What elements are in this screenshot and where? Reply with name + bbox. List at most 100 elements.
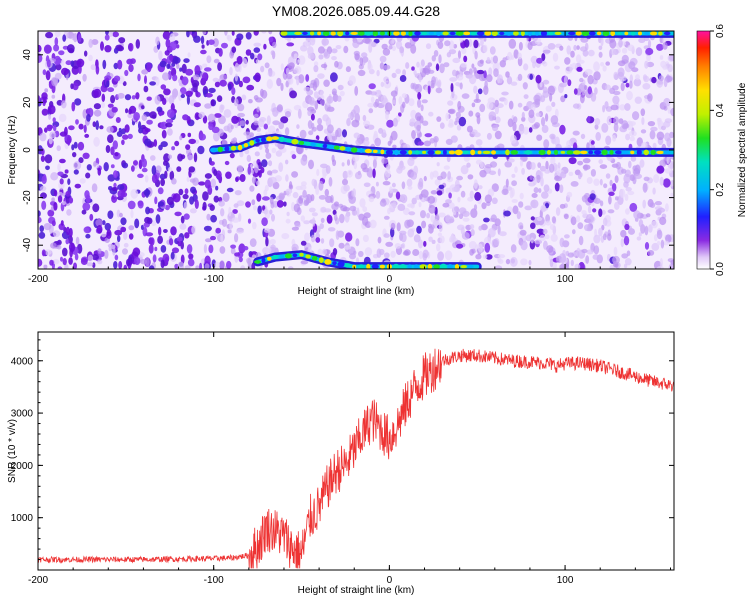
- spectrogram-cell: [162, 31, 171, 40]
- spectrogram-cell: [204, 179, 211, 189]
- spectrogram-cell: [521, 167, 525, 175]
- spectrogram-cell: [483, 217, 490, 223]
- spectrogram-cell: [343, 245, 352, 250]
- spectrogram-cell: [602, 217, 608, 226]
- spectrogram-feature-blob: [455, 31, 464, 36]
- spectrogram-cell: [164, 204, 170, 211]
- spectrogram-cell: [68, 227, 73, 238]
- spectrogram-cell: [234, 62, 241, 72]
- spectrogram-cell: [623, 181, 629, 188]
- spectrogram-cell: [394, 243, 402, 249]
- spectrogram-cell: [663, 121, 671, 128]
- spectrogram-cell: [331, 154, 335, 163]
- spectrogram-cell: [285, 67, 290, 76]
- snr-series-line: [38, 348, 674, 569]
- spectrogram-cell: [604, 101, 609, 110]
- spectrogram-cell: [174, 211, 182, 217]
- spectrogram-cell: [253, 47, 261, 53]
- spectrogram-cell: [317, 117, 322, 125]
- spectrogram-cell: [70, 83, 74, 90]
- spectrogram-cell: [346, 169, 353, 178]
- spectrogram-cell: [475, 254, 482, 260]
- spectrogram-cell: [545, 214, 550, 223]
- spectrogram-cell: [536, 174, 541, 184]
- spectrogram-cell: [57, 163, 61, 172]
- spectrogram-cell: [404, 42, 412, 49]
- spectrogram-cell: [431, 55, 436, 62]
- spectrogram-cell: [401, 93, 408, 99]
- spectrogram-cell: [463, 55, 468, 63]
- spectrogram-cell: [328, 177, 333, 187]
- spectrogram-cell: [576, 247, 581, 258]
- spectrogram-cell: [615, 161, 622, 170]
- spectrogram-cell: [219, 260, 225, 269]
- spectrogram-feature-blob: [217, 146, 223, 153]
- spectrogram-cell: [567, 252, 575, 258]
- spectrogram-cell: [554, 65, 560, 70]
- spectrogram-feature-blob: [470, 31, 477, 36]
- spectrogram-cell: [511, 187, 515, 197]
- spectrogram-cell: [320, 63, 328, 69]
- spectrogram-cell: [342, 178, 348, 186]
- spectrogram-cell: [431, 76, 436, 85]
- spectrogram-cell: [577, 160, 584, 166]
- spectrogram-cell: [230, 124, 234, 130]
- spectrogram-cell: [117, 59, 123, 70]
- spectrogram-cell: [574, 263, 581, 269]
- spectrogram-feature-blob: [518, 150, 524, 155]
- spectrogram-cell: [423, 65, 431, 76]
- spectrogram-feature-blob: [477, 150, 482, 155]
- spectrogram-cell: [468, 110, 474, 117]
- spectrogram-cell: [103, 162, 109, 172]
- spectrogram-cell: [233, 203, 239, 208]
- spectrogram-cell: [341, 162, 345, 167]
- spectrogram-cell: [479, 103, 486, 113]
- spectrogram-cell: [329, 238, 335, 248]
- spectrogram-feature-blob: [322, 143, 328, 149]
- spectrogram-cell: [613, 71, 619, 80]
- spectrogram-cell: [73, 169, 79, 175]
- spectrogram-cell: [41, 249, 46, 257]
- spectrogram-cell: [435, 63, 440, 71]
- spectrogram-cell: [417, 141, 425, 146]
- spectrogram-cell: [50, 172, 59, 181]
- spectrogram-cell: [131, 165, 135, 172]
- spectrogram-cell: [573, 88, 578, 95]
- spectrogram-cell: [369, 91, 378, 96]
- spectrogram-cell: [504, 98, 508, 106]
- spectrogram-cell: [430, 224, 435, 230]
- spectrogram-cell: [391, 72, 397, 79]
- spectrogram-cell: [468, 68, 473, 75]
- spectrogram-cell: [571, 62, 578, 70]
- spectrogram-cell: [447, 202, 455, 209]
- spectrogram-cell: [198, 181, 206, 186]
- spectrogram-cell: [241, 94, 247, 101]
- spectrogram-cell: [494, 265, 503, 269]
- spectrogram-feature-blob: [291, 138, 299, 145]
- spectrogram-cell: [623, 173, 631, 184]
- spectrogram-feature-blob: [575, 31, 582, 36]
- spectrogram-cell: [229, 67, 233, 76]
- spectrogram-cell: [189, 196, 195, 205]
- spectrogram-cell: [285, 159, 289, 165]
- spectrogram-cell: [198, 133, 206, 141]
- spectrogram-cell: [208, 244, 214, 254]
- spectrogram-cell: [43, 44, 52, 54]
- spectrogram-cell: [559, 124, 566, 135]
- spectrogram-cell: [167, 109, 175, 119]
- spectrogram-cell: [328, 135, 332, 142]
- spectrogram-cell: [254, 151, 260, 157]
- spectrogram-cell: [231, 46, 237, 53]
- spectrogram-cell: [491, 197, 498, 205]
- spectrogram-cell: [467, 174, 474, 180]
- spectrogram-cell: [404, 219, 411, 229]
- spectrogram-cell: [408, 211, 416, 216]
- spectrogram-cell: [542, 228, 548, 235]
- spectrogram-cell: [625, 82, 630, 88]
- spectrogram-cell: [493, 68, 499, 78]
- spectrogram-cell: [261, 217, 268, 227]
- colorbar-tick-label: 0.6: [715, 24, 726, 38]
- spectrogram-cell: [138, 121, 142, 130]
- spectrogram-feature-blob: [581, 31, 590, 37]
- spectrogram-cell: [484, 80, 488, 90]
